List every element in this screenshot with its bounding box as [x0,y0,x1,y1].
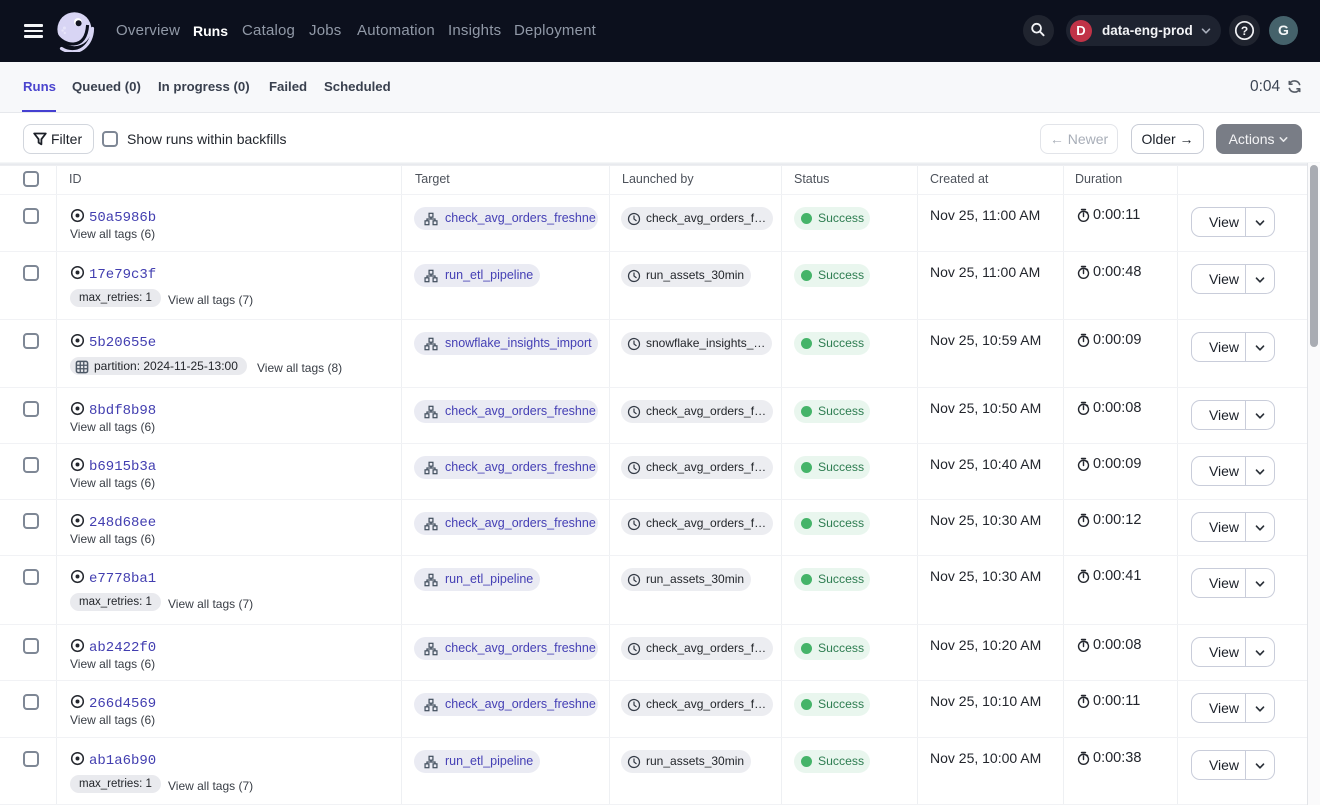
svg-text:?: ? [1241,24,1248,38]
